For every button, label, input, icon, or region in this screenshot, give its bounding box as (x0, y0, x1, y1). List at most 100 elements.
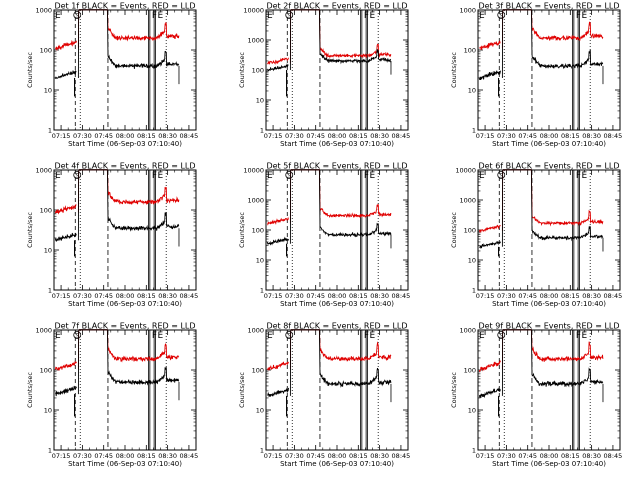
y-tick-label: 1 (472, 127, 476, 135)
y-tick-label: 100 (252, 67, 264, 75)
x-tick-label: 07:45 (518, 452, 537, 460)
marker-f: F (364, 331, 369, 341)
saa-marker-circle (497, 171, 506, 179)
x-tick-label: 08:15 (349, 292, 368, 300)
y-tick-label: 1000 (247, 197, 264, 205)
y-axis-label: Counts/sec (26, 372, 34, 408)
marker-e-left: E (267, 171, 273, 181)
y-tick-label: 1000 (35, 327, 52, 335)
x-tick-label: 08:00 (328, 292, 347, 300)
x-tick-label: 07:30 (285, 452, 304, 460)
y-tick-label: 1 (260, 447, 264, 455)
x-tick-label: 08:15 (561, 292, 580, 300)
x-axis-label: Start Time (06-Sep-03 07:10:40) (280, 140, 394, 148)
y-tick-label: 1000 (247, 37, 264, 45)
panel-title: Det 3f BLACK = Events, RED = LLD (478, 2, 619, 11)
x-tick-label: 08:45 (392, 292, 411, 300)
detector-panel: Det 6f BLACK = Events, RED = LLD 1 10 100 10… (450, 162, 622, 309)
y-tick-label: 1000 (459, 327, 476, 335)
marker-e-left: E (267, 331, 273, 341)
x-tick-label: 08:15 (561, 452, 580, 460)
x-axis-label: Start Time (06-Sep-03 07:10:40) (68, 140, 182, 148)
panel-title: Det 4f BLACK = Events, RED = LLD (54, 162, 195, 171)
y-tick-label: 10 (256, 407, 264, 415)
detector-panel: Det 3f BLACK = Events, RED = LLD 1 10 100 10… (450, 2, 622, 149)
detector-panel: Det 2f BLACK = Events, RED = LLD 1 10 100 10… (238, 2, 410, 149)
y-tick-label: 10 (44, 87, 52, 95)
x-tick-label: 07:45 (306, 132, 325, 140)
detector-panel: Det 5f BLACK = Events, RED = LLD 1 10 100 10… (238, 162, 410, 309)
x-tick-label: 07:45 (518, 292, 537, 300)
events-series-line (54, 329, 180, 397)
x-tick-label: 08:00 (116, 452, 135, 460)
marker-s: S (75, 173, 79, 180)
lld-series-line (267, 329, 392, 371)
y-tick-label: 10 (44, 407, 52, 415)
marker-e-right: E (370, 171, 376, 181)
panel-title: Det 1f BLACK = Events, RED = LLD (54, 2, 195, 11)
x-axis-label: Start Time (06-Sep-03 07:10:40) (280, 300, 394, 308)
x-tick-label: 08:45 (392, 132, 411, 140)
marker-f: F (152, 11, 157, 21)
x-tick-label: 07:15 (476, 292, 495, 300)
x-tick-label: 08:45 (180, 452, 199, 460)
panel-title: Det 8f BLACK = Events, RED = LLD (266, 322, 407, 331)
y-tick-label: 100 (464, 367, 476, 375)
saa-marker-circle (497, 11, 506, 19)
marker-f: F (152, 171, 157, 181)
marker-e-left: E (479, 11, 485, 21)
x-tick-label: 07:45 (94, 292, 113, 300)
y-tick-label: 100 (252, 227, 264, 235)
y-axis-label: Counts/sec (238, 52, 246, 88)
marker-s: S (287, 173, 291, 180)
y-axis-label: Counts/sec (450, 372, 458, 408)
y-tick-label: 10 (44, 247, 52, 255)
marker-e-left: E (55, 11, 61, 21)
x-tick-label: 07:30 (285, 292, 304, 300)
x-tick-label: 08:30 (370, 292, 389, 300)
saa-marker-circle (285, 171, 294, 179)
x-tick-label: 08:30 (158, 292, 177, 300)
x-tick-label: 07:15 (264, 292, 283, 300)
y-axis-label: Counts/sec (26, 212, 34, 248)
x-tick-label: 08:15 (137, 452, 156, 460)
marker-e-right: E (370, 331, 376, 341)
marker-s: S (499, 173, 503, 180)
panel-title: Det 2f BLACK = Events, RED = LLD (266, 2, 407, 11)
x-tick-label: 08:30 (158, 132, 177, 140)
x-tick-label: 07:45 (94, 452, 113, 460)
x-axis-label: Start Time (06-Sep-03 07:10:40) (280, 460, 394, 468)
saa-marker-circle (73, 11, 82, 19)
x-tick-label: 07:30 (73, 452, 92, 460)
marker-s: S (287, 333, 291, 340)
saa-marker-circle (285, 11, 294, 19)
x-tick-label: 08:00 (328, 132, 347, 140)
y-tick-label: 10000 (243, 167, 264, 175)
y-axis-label: Counts/sec (238, 212, 246, 248)
y-tick-label: 10000 (243, 7, 264, 15)
marker-e-right: E (582, 171, 588, 181)
lld-series-line (54, 169, 180, 215)
detector-panel: Det 7f BLACK = Events, RED = LLD 1 10 100 10… (26, 322, 198, 469)
y-tick-label: 10 (256, 97, 264, 105)
marker-e-left: E (55, 171, 61, 181)
x-tick-label: 07:45 (94, 132, 113, 140)
panel-title: Det 6f BLACK = Events, RED = LLD (478, 162, 619, 171)
marker-f: F (152, 331, 157, 341)
detector-panel: Det 8f BLACK = Events, RED = LLD 1 10 100 10… (238, 322, 410, 469)
marker-f: F (364, 171, 369, 181)
x-axis-label: Start Time (06-Sep-03 07:10:40) (492, 300, 606, 308)
y-tick-label: 100 (40, 47, 52, 55)
x-tick-label: 08:30 (582, 132, 601, 140)
x-tick-label: 08:30 (370, 132, 389, 140)
x-tick-label: 07:45 (518, 132, 537, 140)
y-tick-label: 1 (260, 127, 264, 135)
x-tick-label: 08:45 (392, 452, 411, 460)
x-axis-label: Start Time (06-Sep-03 07:10:40) (68, 460, 182, 468)
y-axis-label: Counts/sec (238, 372, 246, 408)
marker-f: F (576, 171, 581, 181)
y-tick-label: 1 (48, 287, 52, 295)
panel-title: Det 5f BLACK = Events, RED = LLD (266, 162, 407, 171)
y-tick-label: 10 (468, 257, 476, 265)
x-tick-label: 08:15 (137, 292, 156, 300)
